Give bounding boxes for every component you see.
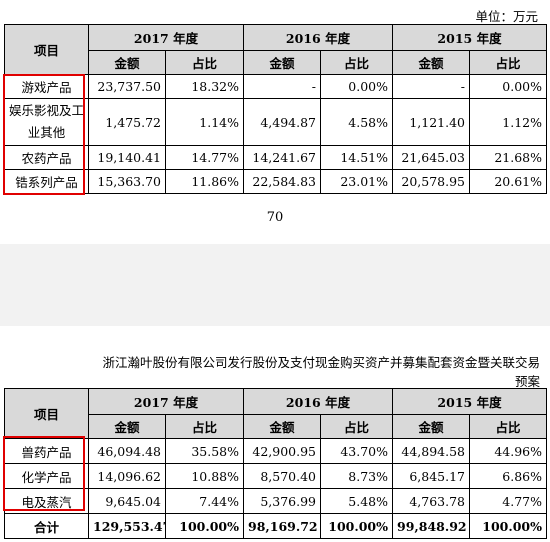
header-amount: 金额: [392, 414, 470, 439]
header-ratio: 占比: [469, 50, 547, 75]
cell-value: 5,376.99: [243, 488, 321, 514]
header-amount: 金额: [88, 50, 166, 75]
revenue-table-bottom: 项目 2017 年度 2016 年度 2015 年度 金额 占比 金额 占比 金…: [4, 388, 547, 539]
cell-value: 15,363.70: [88, 169, 166, 194]
cell-value: 100.00%: [165, 513, 244, 539]
header-amount: 金额: [243, 414, 321, 439]
unit-label: 单位：万元: [475, 9, 538, 24]
cell-value: 8,570.40: [243, 463, 321, 489]
row-name: 农药产品: [4, 145, 89, 170]
cell-value: 10.88%: [165, 463, 244, 489]
highlight-box-top: [3, 74, 85, 195]
cell-value: 0.00%: [469, 74, 547, 99]
cell-value: 21,645.03: [392, 145, 470, 170]
cell-value: 22,584.83: [243, 169, 321, 194]
header-year-2015: 2015 年度: [392, 388, 547, 415]
row-name: 娱乐影视及工业其他: [4, 98, 89, 146]
cell-value: 18.32%: [165, 74, 244, 99]
cell-value: 7.44%: [165, 488, 244, 514]
cell-value: 4.58%: [320, 98, 393, 146]
cell-value: 6,845.17: [392, 463, 470, 489]
header-item: 项目: [4, 24, 89, 75]
page-number: 70: [266, 210, 284, 225]
cell-value: 6.86%: [469, 463, 547, 489]
cell-value: 8.73%: [320, 463, 393, 489]
header-ratio: 占比: [165, 50, 244, 75]
cell-value: 129,553.47: [88, 513, 166, 539]
cell-value: 46,094.48: [88, 438, 166, 464]
cell-value: 14.51%: [320, 145, 393, 170]
table-row: 兽药产品 46,094.48 35.58% 42,900.95 43.70% 4…: [4, 438, 547, 464]
cell-value: 1,121.40: [392, 98, 470, 146]
cell-value: 20,578.95: [392, 169, 470, 194]
cell-value: -: [243, 74, 321, 99]
header-amount: 金额: [88, 414, 166, 439]
row-name: 锆系列产品: [4, 169, 89, 194]
table-row: 化学产品 14,096.62 10.88% 8,570.40 8.73% 6,8…: [4, 463, 547, 489]
cell-value: 14,096.62: [88, 463, 166, 489]
cell-value: -: [392, 74, 470, 99]
header-ratio: 占比: [165, 414, 244, 439]
table-row: 电及蒸汽 9,645.04 7.44% 5,376.99 5.48% 4,763…: [4, 488, 547, 514]
cell-value: 35.58%: [165, 438, 244, 464]
cell-value: 21.68%: [469, 145, 547, 170]
cell-value: 1,475.72: [88, 98, 166, 146]
cell-value: 4,763.78: [392, 488, 470, 514]
cell-value: 1.12%: [469, 98, 547, 146]
cell-value: 14,241.67: [243, 145, 321, 170]
page-gap: [0, 244, 550, 326]
table-row: 农药产品 19,140.41 14.77% 14,241.67 14.51% 2…: [4, 145, 547, 170]
row-name: 游戏产品: [4, 74, 89, 99]
cell-value: 4.77%: [469, 488, 547, 514]
cell-value: 19,140.41: [88, 145, 166, 170]
header-amount: 金额: [392, 50, 470, 75]
cell-value: 9,645.04: [88, 488, 166, 514]
cell-value: 5.48%: [320, 488, 393, 514]
header-amount: 金额: [243, 50, 321, 75]
revenue-table-top: 项目 2017 年度 2016 年度 2015 年度 金额 占比 金额 占比 金…: [4, 24, 547, 194]
cell-value: 20.61%: [469, 169, 547, 194]
header-item: 项目: [4, 388, 89, 439]
cell-value: 100.00%: [320, 513, 393, 539]
table-row: 娱乐影视及工业其他 1,475.72 1.14% 4,494.87 4.58% …: [4, 98, 547, 146]
cell-value: 14.77%: [165, 145, 244, 170]
header-ratio: 占比: [320, 50, 393, 75]
cell-value: 23,737.50: [88, 74, 166, 99]
header-year-2016: 2016 年度: [243, 388, 393, 415]
header-ratio: 占比: [320, 414, 393, 439]
header-ratio: 占比: [469, 414, 547, 439]
header-year-2017: 2017 年度: [88, 24, 244, 51]
row-name: 合计: [4, 513, 89, 539]
cell-value: 99,848.92: [392, 513, 470, 539]
cell-value: 11.86%: [165, 169, 244, 194]
cell-value: 0.00%: [320, 74, 393, 99]
highlight-box-bottom: [3, 436, 85, 511]
cell-value: 43.70%: [320, 438, 393, 464]
cell-value: 42,900.95: [243, 438, 321, 464]
header-year-2016: 2016 年度: [243, 24, 393, 51]
cell-value: 4,494.87: [243, 98, 321, 146]
cell-value: 1.14%: [165, 98, 244, 146]
header-year-2015: 2015 年度: [392, 24, 547, 51]
total-row: 合计 129,553.47 100.00% 98,169.72 100.00% …: [4, 513, 547, 539]
cell-value: 23.01%: [320, 169, 393, 194]
table-row: 锆系列产品 15,363.70 11.86% 22,584.83 23.01% …: [4, 169, 547, 194]
cell-value: 100.00%: [469, 513, 547, 539]
table-row: 游戏产品 23,737.50 18.32% - 0.00% - 0.00%: [4, 74, 547, 99]
row-name: 化学产品: [4, 463, 89, 489]
header-year-2017: 2017 年度: [88, 388, 244, 415]
cell-value: 98,169.72: [243, 513, 321, 539]
cell-value: 44,894.58: [392, 438, 470, 464]
cell-value: 44.96%: [469, 438, 547, 464]
